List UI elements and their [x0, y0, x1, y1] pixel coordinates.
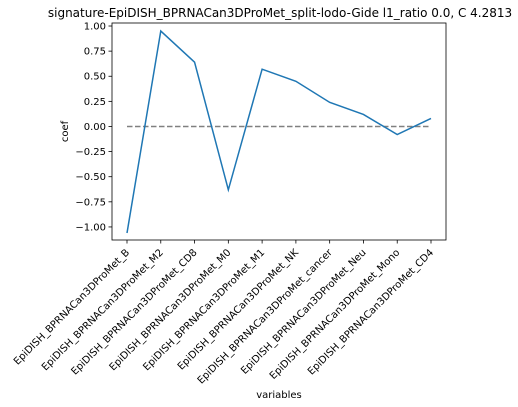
y-tick-label: −0.75	[75, 197, 106, 208]
y-axis-ticks: 1.00 0.75 0.50 0.25 0.00 −0.25 −0.50 −0.75 −1.00	[75, 22, 112, 233]
x-axis-label: variables	[256, 390, 302, 401]
y-tick-label: 0.50	[84, 72, 106, 83]
x-tick-label: EpiDISH_BPRNACan3DProMet_CD8	[70, 247, 200, 377]
chart-title: signature-EpiDISH_BPRNACan3DProMet_split…	[48, 6, 512, 20]
y-tick-label: 0.25	[84, 97, 106, 108]
y-tick-label: 0.75	[84, 47, 106, 58]
x-tick-label: EpiDISH_BPRNACan3DProMet_NK	[176, 247, 302, 373]
series-line	[126, 29, 432, 234]
y-tick-label: −1.00	[75, 222, 106, 233]
y-tick-label: 0.00	[84, 122, 106, 133]
x-tick-label: EpiDISH_BPRNACan3DProMet_Neu	[239, 247, 368, 376]
y-tick-label: −0.50	[75, 172, 106, 183]
x-tick-label: EpiDISH_BPRNACan3DProMet_M0	[108, 247, 234, 373]
y-tick-label: 1.00	[84, 22, 106, 33]
y-tick-label: −0.25	[75, 147, 106, 158]
y-axis-label: coef	[60, 120, 71, 142]
plot-frame	[111, 22, 447, 241]
x-axis-ticks: EpiDISH_BPRNACan3DProMet_BEpiDISH_BPRNAC…	[12, 240, 436, 386]
x-tick-label: EpiDISH_BPRNACan3DProMet_M1	[141, 247, 267, 373]
x-tick-label: EpiDISH_BPRNACan3DProMet_M2	[40, 247, 166, 373]
x-tick-label: EpiDISH_BPRNACan3DProMet_CD4	[306, 247, 436, 377]
x-tick-label: EpiDISH_BPRNACan3DProMet_B	[12, 247, 132, 367]
